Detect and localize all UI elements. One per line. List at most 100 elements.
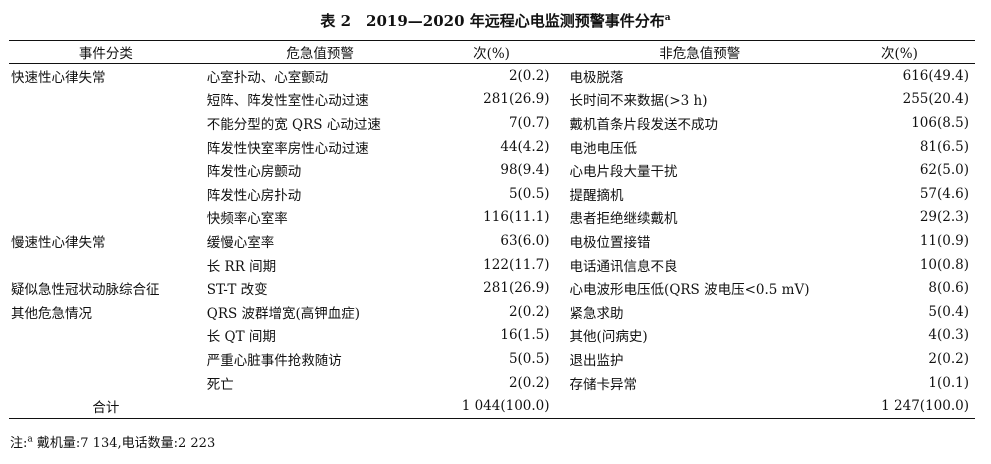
footnote-prefix: 注: (10, 436, 28, 451)
table-row: 快频率心室率 116(11.1) 患者拒绝继续戴机 29(2.3) (9, 206, 975, 230)
row-noncritical-count: 2(0.2) (928, 350, 969, 367)
total-empty-cell (201, 394, 434, 418)
row-noncritical-alert: 提醒摘机 (569, 187, 624, 204)
row-noncritical-count: 10(0.8) (919, 256, 969, 273)
row-critical-count: 5(0.5) (508, 350, 550, 367)
header-critical-count: 次(%) (473, 46, 510, 62)
row-noncritical-count: 1(0.1) (928, 374, 969, 391)
row-critical-alert: 阵发性心房扑动 (206, 187, 302, 204)
row-noncritical-alert: 紧急求助 (569, 305, 624, 322)
event-distribution-table: 事件分类 危急值预警 次(%) 非危急值预警 次(%) 快速性心律失常 心室扑动、… (9, 40, 975, 419)
total-noncritical-count: 1 247(100.0) (881, 398, 969, 415)
total-empty-cell (556, 394, 830, 418)
row-critical-alert: QRS 波群增宽(高钾血症) (206, 305, 361, 322)
table-header-row: 事件分类 危急值预警 次(%) 非危急值预警 次(%) (9, 40, 975, 64)
row-critical-count: 2(0.2) (508, 67, 550, 84)
table-total-row: 合计 1 044(100.0) 1 247(100.0) (9, 394, 975, 419)
row-noncritical-count: 81(6.5) (919, 138, 969, 155)
row-noncritical-alert: 退出监护 (569, 352, 624, 369)
row-noncritical-count: 29(2.3) (919, 209, 969, 226)
row-category (9, 135, 201, 159)
row-noncritical-alert: 电话通讯信息不良 (569, 258, 678, 275)
table-row: 长 RR 间期 122(11.7) 电话通讯信息不良 10(0.8) (9, 253, 975, 277)
row-critical-alert: ST-T 改变 (206, 282, 268, 299)
row-noncritical-alert: 心电波形电压低(QRS 波电压<0.5 mV) (569, 282, 810, 299)
table-body: 快速性心律失常 心室扑动、心室颤动 2(0.2) 电极脱落 616(49.4) 短阵、阵发… (9, 64, 975, 419)
header-noncritical-alert: 非危急值预警 (659, 46, 741, 62)
row-critical-count: 2(0.2) (508, 374, 550, 391)
row-noncritical-count: 616(49.4) (902, 67, 969, 84)
row-noncritical-count: 106(8.5) (911, 114, 969, 131)
table-row: 严重心脏事件抢救随访 5(0.5) 退出监护 2(0.2) (9, 347, 975, 371)
row-critical-count: 7(0.7) (508, 114, 550, 131)
row-category (9, 324, 201, 348)
row-critical-count: 63(6.0) (500, 232, 550, 249)
table-footnote: 注:a 戴机量:7 134,电话数量:2 223 (10, 432, 215, 451)
row-noncritical-alert: 心电片段大量干扰 (569, 164, 678, 181)
footnote-marker: a (27, 434, 33, 445)
row-category (9, 111, 201, 135)
row-critical-count: 281(26.9) (483, 280, 550, 297)
row-category: 疑似急性冠状动脉综合征 (11, 282, 160, 299)
row-noncritical-alert: 患者拒绝继续戴机 (569, 211, 678, 228)
row-category (9, 158, 201, 182)
row-critical-alert: 心室扑动、心室颤动 (206, 69, 329, 86)
total-label: 合计 (92, 400, 120, 417)
row-category (9, 371, 201, 395)
row-category: 慢速性心律失常 (11, 234, 106, 251)
table-row: 不能分型的宽 QRS 心动过速 7(0.7) 戴机首条片段发送不成功 106(8.5) (9, 111, 975, 135)
table-row: 慢速性心律失常 缓慢心室率 63(6.0) 电极位置接错 11(0.9) (9, 229, 975, 253)
row-critical-count: 122(11.7) (483, 256, 550, 273)
row-noncritical-count: 4(0.3) (928, 327, 969, 344)
table-title-text: 表 2 2019—2020 年远程心电监测预警事件分布 (320, 12, 665, 30)
row-noncritical-alert: 其他(问病史) (569, 329, 648, 346)
row-noncritical-alert: 电池电压低 (569, 140, 638, 157)
table-title: 表 2 2019—2020 年远程心电监测预警事件分布a (0, 10, 991, 31)
table-row: 长 QT 间期 16(1.5) 其他(问病史) 4(0.3) (9, 324, 975, 348)
row-noncritical-count: 11(0.9) (919, 232, 969, 249)
row-critical-count: 2(0.2) (508, 303, 550, 320)
row-category (9, 88, 201, 112)
row-noncritical-alert: 电极位置接错 (569, 234, 651, 251)
row-noncritical-alert: 戴机首条片段发送不成功 (569, 116, 719, 133)
row-critical-alert: 长 QT 间期 (206, 329, 276, 346)
header-critical-alert: 危急值预警 (286, 46, 354, 62)
table-row: 阵发性快室率房性心动过速 44(4.2) 电池电压低 81(6.5) (9, 135, 975, 159)
row-noncritical-count: 255(20.4) (902, 91, 969, 108)
title-footnote-marker: a (664, 13, 671, 23)
row-critical-alert: 缓慢心室率 (206, 234, 275, 251)
row-critical-count: 98(9.4) (500, 162, 550, 179)
row-critical-alert: 阵发性心房颤动 (206, 164, 302, 181)
table-row: 短阵、阵发性室性心动过速 281(26.9) 长时间不来数据(>3 h) 255(20… (9, 88, 975, 112)
row-critical-count: 44(4.2) (500, 138, 550, 155)
header-noncritical-count: 次(%) (881, 46, 918, 62)
row-noncritical-alert: 存储卡异常 (569, 376, 638, 393)
row-noncritical-alert: 长时间不来数据(>3 h) (569, 93, 708, 110)
row-category (9, 347, 201, 371)
row-critical-count: 281(26.9) (483, 91, 550, 108)
row-noncritical-count: 57(4.6) (919, 185, 969, 202)
row-critical-alert: 不能分型的宽 QRS 心动过速 (206, 116, 381, 133)
footnote-text: 戴机量:7 134,电话数量:2 223 (32, 436, 216, 451)
row-category (9, 253, 201, 277)
row-noncritical-count: 62(5.0) (919, 162, 969, 179)
table-row: 快速性心律失常 心室扑动、心室颤动 2(0.2) 电极脱落 616(49.4) (9, 64, 975, 88)
row-category (9, 206, 201, 230)
table-row: 死亡 2(0.2) 存储卡异常 1(0.1) (9, 371, 975, 395)
table-row: 疑似急性冠状动脉综合征 ST-T 改变 281(26.9) 心电波形电压低(QRS 波… (9, 276, 975, 300)
row-critical-alert: 阵发性快室率房性心动过速 (206, 140, 369, 157)
table-row: 阵发性心房颤动 98(9.4) 心电片段大量干扰 62(5.0) (9, 158, 975, 182)
row-critical-count: 16(1.5) (500, 327, 550, 344)
row-noncritical-count: 8(0.6) (928, 280, 969, 297)
row-noncritical-count: 5(0.4) (928, 303, 969, 320)
row-category: 快速性心律失常 (11, 69, 106, 86)
row-critical-count: 116(11.1) (483, 209, 550, 226)
table-row: 阵发性心房扑动 5(0.5) 提醒摘机 57(4.6) (9, 182, 975, 206)
row-critical-alert: 长 RR 间期 (206, 258, 277, 275)
table-row: 其他危急情况 QRS 波群增宽(高钾血症) 2(0.2) 紧急求助 5(0.4) (9, 300, 975, 324)
row-critical-alert: 死亡 (206, 376, 234, 393)
row-critical-alert: 快频率心室率 (206, 211, 288, 228)
header-category: 事件分类 (78, 46, 133, 62)
row-category (9, 182, 201, 206)
